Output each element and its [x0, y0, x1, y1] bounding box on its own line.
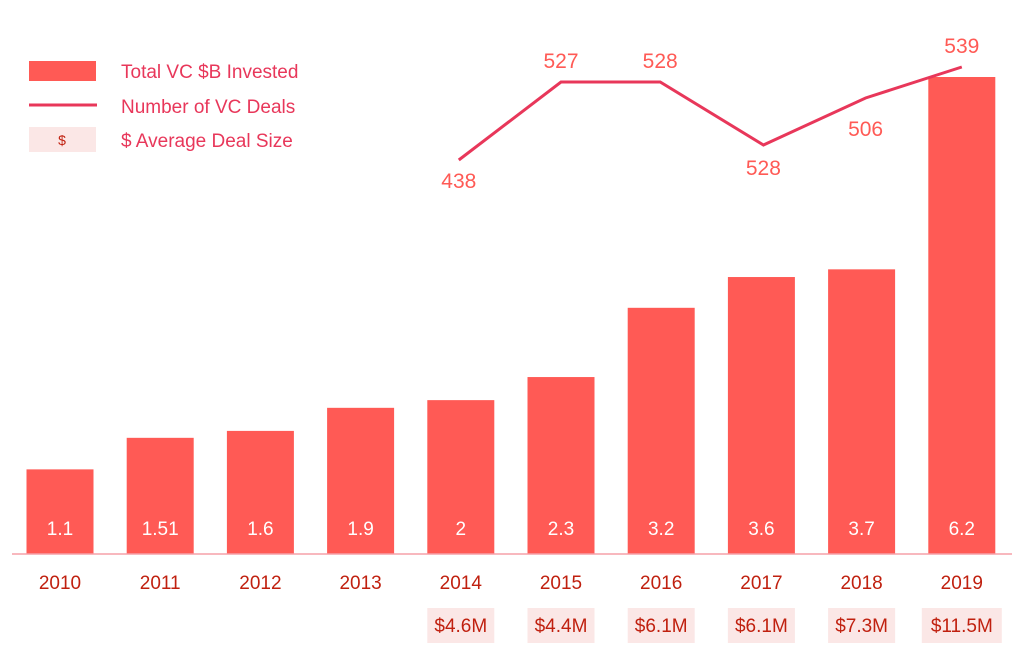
- avg-deal-label: $4.6M: [434, 616, 487, 637]
- legend: Total VC $B Invested Number of VC Deals …: [29, 61, 298, 152]
- legend-swatch-bar: [29, 61, 96, 81]
- deals-value-label: 539: [944, 35, 979, 58]
- bar-value-label: 1.6: [247, 519, 273, 540]
- legend-swatch-avg-symbol: $: [58, 132, 66, 148]
- avg-deal-box: [427, 608, 495, 643]
- bar-value-label: 1.1: [47, 519, 73, 540]
- deals-value-label: 438: [441, 170, 476, 193]
- bar-2012: [226, 430, 294, 554]
- legend-label-bar: Total VC $B Invested: [121, 62, 298, 83]
- bar-2013: [327, 407, 395, 554]
- x-tick-label: 2013: [339, 573, 381, 594]
- x-tick-label: 2018: [840, 573, 882, 594]
- bar-2019: [928, 77, 996, 554]
- deals-value-label: 528: [643, 50, 678, 73]
- bar-value-label: 1.9: [347, 519, 373, 540]
- x-tick-label: 2016: [640, 573, 682, 594]
- avg-deal-label: $6.1M: [635, 616, 688, 637]
- bar-value-label: 1.51: [142, 519, 179, 540]
- legend-swatch-avg: [29, 127, 96, 152]
- x-tick-label: 2017: [740, 573, 782, 594]
- deals-value-label: 527: [543, 50, 578, 73]
- avg-deal-box: [727, 608, 795, 643]
- bar-2018: [828, 269, 896, 554]
- legend-label-avg: $ Average Deal Size: [121, 131, 293, 152]
- bar-value-label: 2: [456, 519, 467, 540]
- deals-value-label: 528: [746, 157, 781, 180]
- avg-deal-label: $7.3M: [835, 616, 888, 637]
- avg-deal-box: [627, 608, 695, 643]
- bar-2017: [727, 277, 795, 554]
- deals-line: [457, 65, 963, 162]
- bar-value-label: 3.2: [648, 519, 674, 540]
- bar-2010: [26, 469, 94, 554]
- bar-2011: [126, 437, 194, 554]
- avg-deal-box: [527, 608, 595, 643]
- x-tick-label: 2015: [540, 573, 582, 594]
- bar-value-label: 2.3: [548, 519, 574, 540]
- avg-deal-box: [828, 608, 896, 643]
- x-tick-label: 2011: [140, 573, 181, 594]
- x-tick-label: 2012: [239, 573, 281, 594]
- deals-value-label: 506: [848, 118, 883, 141]
- bar-2015: [527, 377, 595, 554]
- avg-deal-label: $4.4M: [535, 616, 588, 637]
- x-tick-label: 2010: [39, 573, 81, 594]
- bar-2014: [427, 400, 495, 554]
- bar-2016: [627, 307, 695, 554]
- avg-deal-label: $6.1M: [735, 616, 788, 637]
- avg-deal-label: $11.5M: [931, 616, 993, 637]
- x-tick-label: 2014: [440, 573, 483, 594]
- bar-value-label: 3.6: [748, 519, 774, 540]
- x-tick-label: 2019: [941, 573, 983, 594]
- legend-label-line: Number of VC Deals: [121, 97, 295, 118]
- avg-deal-box: [921, 608, 1002, 643]
- bar-value-label: 6.2: [949, 519, 975, 540]
- bar-value-label: 3.7: [848, 519, 874, 540]
